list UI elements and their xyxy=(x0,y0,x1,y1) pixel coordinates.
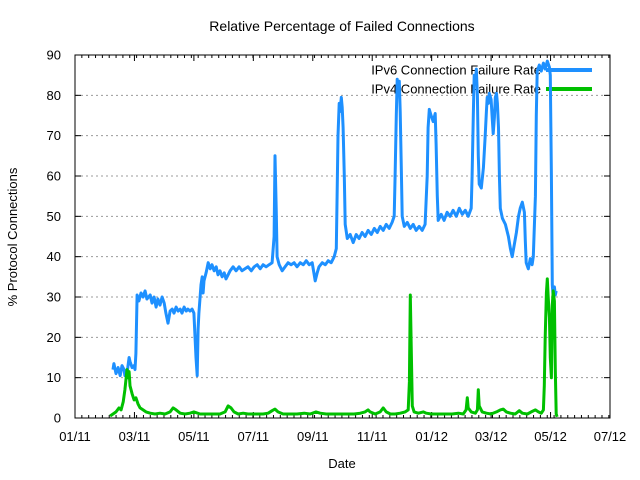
x-tick-label: 01/12 xyxy=(415,429,448,444)
y-tick-label: 90 xyxy=(47,48,61,63)
data-series xyxy=(109,59,559,418)
x-tick-label: 05/12 xyxy=(534,429,567,444)
x-axis-label: Date xyxy=(328,456,355,471)
y-tick-label: 60 xyxy=(47,169,61,184)
plot-border xyxy=(74,54,611,419)
legend: IPv6 Connection Failure Rate IPv4 Connec… xyxy=(371,63,592,97)
x-tick-label: 07/12 xyxy=(594,429,627,444)
x-tick-label: 07/11 xyxy=(238,429,270,444)
axes xyxy=(74,54,611,419)
chart-title: Relative Percentage of Failed Connection… xyxy=(209,18,474,34)
y-tick-label: 40 xyxy=(47,249,61,264)
series-line-ipv4 xyxy=(109,277,559,418)
y-tick-label: 20 xyxy=(47,330,61,345)
x-tick-label: 03/12 xyxy=(475,429,508,444)
tick-labels: 0 10 20 30 40 50 60 70 80 90 01/11 03/11 05/11 07/11 0… xyxy=(47,48,627,445)
y-tick-label: 80 xyxy=(47,88,61,103)
x-tick-label: 05/11 xyxy=(178,429,210,444)
y-tick-label: 0 xyxy=(54,411,61,426)
y-tick-label: 10 xyxy=(47,370,61,385)
x-tick-label: 11/11 xyxy=(357,429,388,444)
y-axis-label: % Protocol Connections xyxy=(5,167,20,306)
x-tick-label: 01/11 xyxy=(59,429,91,444)
legend-label-ipv6: IPv6 Connection Failure Rate xyxy=(371,63,541,78)
x-tick-label: 09/11 xyxy=(297,429,329,444)
y-tick-label: 70 xyxy=(47,128,61,143)
legend-label-ipv4: IPv4 Connection Failure Rate xyxy=(371,82,541,97)
y-tick-label: 50 xyxy=(47,209,61,224)
y-tick-label: 30 xyxy=(47,290,61,305)
series-line-ipv6 xyxy=(111,59,558,378)
x-tick-label: 03/11 xyxy=(119,429,151,444)
